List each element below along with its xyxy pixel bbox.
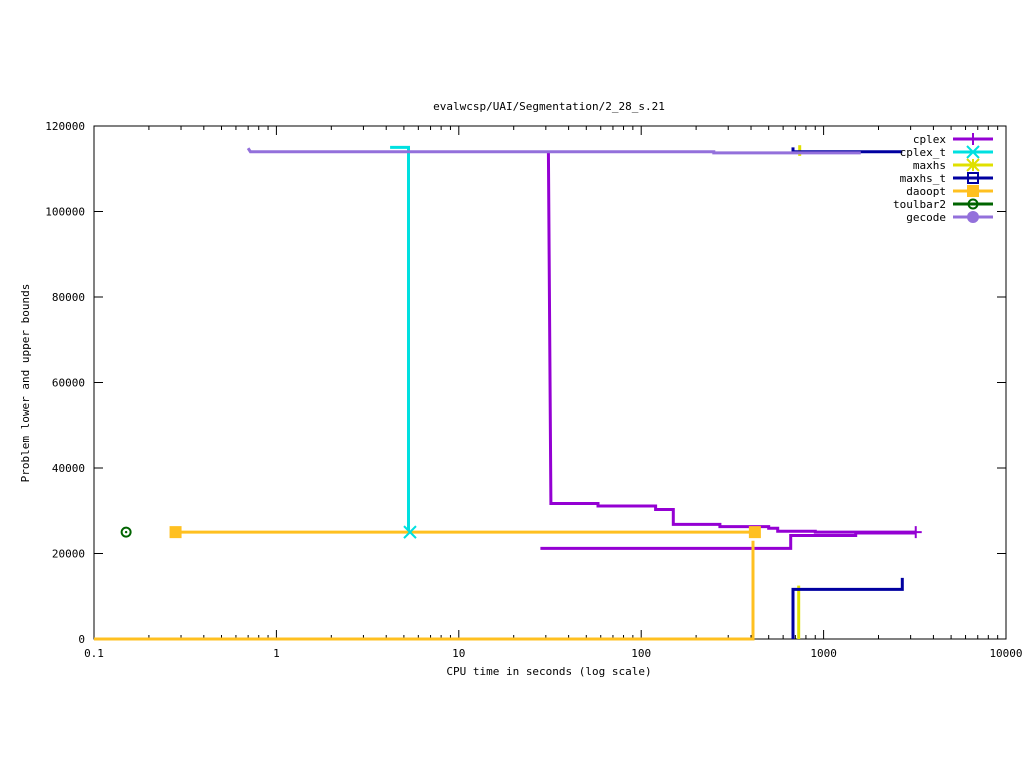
y-tick-label: 120000 [45, 120, 85, 133]
y-tick-label: 100000 [45, 206, 85, 219]
x-tick-label: 10000 [989, 647, 1022, 660]
series-cplex-marker [909, 526, 922, 539]
y-tick-label: 20000 [52, 548, 85, 561]
legend-label-toulbar2: toulbar2 [893, 198, 946, 211]
legend-label-cplex: cplex [913, 133, 946, 146]
legend-marker-cplex-t [966, 145, 980, 159]
x-tick-label: 1000 [810, 647, 837, 660]
series-toulbar2-marker [120, 526, 132, 538]
y-tick-label: 60000 [52, 377, 85, 390]
x-tick-label: 10 [452, 647, 465, 660]
x-tick-label: 100 [631, 647, 651, 660]
series-maxhs-t-upper-line [791, 147, 903, 154]
legend-marker-gecode [967, 211, 979, 223]
y-axis-label: Problem lower and upper bounds [19, 284, 32, 483]
series-lines [94, 145, 916, 641]
legend-label-maxhs-t: maxhs_t [900, 172, 946, 185]
series-cplex-upper-line [546, 150, 916, 534]
legend-marker-maxhs [966, 158, 980, 172]
chart-title: evalwcsp/UAI/Segmentation/2_28_s.21 [433, 100, 665, 113]
legend-marker-cplex [967, 133, 979, 145]
series-daoopt-marker [748, 526, 761, 539]
legend-label-cplex-t: cplex_t [900, 146, 946, 159]
legend-label-maxhs: maxhs [913, 159, 946, 172]
y-tick-label: 40000 [52, 462, 85, 475]
series-daoopt-lower-line [94, 540, 755, 641]
legend-marker-toulbar2 [967, 198, 979, 210]
y-tick-label: 0 [78, 633, 85, 646]
y-tick-label: 80000 [52, 291, 85, 304]
x-tick-label: 0.1 [84, 647, 104, 660]
axis-tick-labels: 0 20000 40000 60000 80000 100000 120000 0.1 1 10 1… [45, 120, 1022, 660]
series-markers [120, 525, 922, 539]
legend: cplexcplex_tmaxhsmaxhs_tdaoopttoulbar2ge… [893, 133, 993, 224]
series-cplex-t-marker [403, 525, 417, 539]
series-gecode-upper-line [246, 147, 861, 155]
legend-label-daoopt: daoopt [906, 185, 946, 198]
series-cplex-t-upper-line [390, 145, 410, 533]
axis-ticks [93, 125, 1007, 640]
legend-label-gecode: gecode [906, 211, 946, 224]
series-maxhs-t-lower-line [791, 577, 904, 639]
legend-marker-maxhs-t [967, 172, 979, 184]
x-tick-label: 1 [273, 647, 280, 660]
x-axis-label: CPU time in seconds (log scale) [446, 665, 651, 678]
series-daoopt-marker [169, 526, 182, 539]
series-cplex-lower-line [540, 531, 916, 550]
legend-marker-daoopt [967, 185, 979, 197]
